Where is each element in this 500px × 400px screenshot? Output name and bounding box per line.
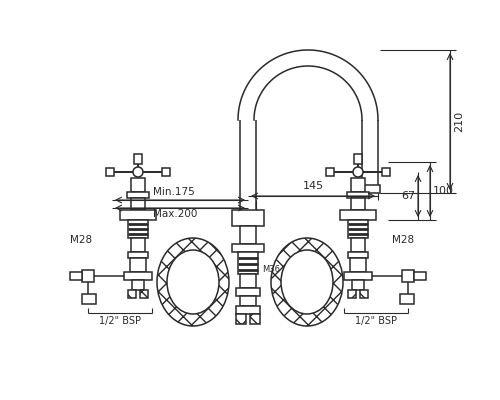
Bar xyxy=(414,272,426,280)
Text: 145: 145 xyxy=(302,181,324,191)
Bar xyxy=(140,290,148,298)
Ellipse shape xyxy=(281,250,333,314)
Bar xyxy=(128,290,136,298)
Bar xyxy=(131,178,145,192)
Bar xyxy=(131,198,145,210)
Bar xyxy=(128,252,148,258)
Text: 67: 67 xyxy=(401,191,415,201)
Circle shape xyxy=(353,167,363,177)
Text: 1/2" BSP: 1/2" BSP xyxy=(99,316,141,326)
Text: 210: 210 xyxy=(454,111,464,132)
Bar xyxy=(134,154,142,164)
Bar xyxy=(400,294,414,304)
Text: 100: 100 xyxy=(433,186,454,196)
Bar xyxy=(250,314,260,324)
Text: M36: M36 xyxy=(262,266,280,274)
Bar xyxy=(360,185,380,193)
Bar xyxy=(124,272,152,280)
Bar xyxy=(344,272,372,280)
Bar xyxy=(240,296,256,306)
Bar xyxy=(238,252,258,274)
Text: Min.175: Min.175 xyxy=(153,187,194,197)
Bar xyxy=(162,168,170,176)
Bar xyxy=(232,244,264,252)
Ellipse shape xyxy=(157,238,229,326)
Bar xyxy=(82,294,96,304)
Bar xyxy=(132,280,144,290)
Bar xyxy=(240,226,256,244)
Bar xyxy=(351,198,365,210)
Text: Max.200: Max.200 xyxy=(153,209,197,219)
Bar xyxy=(340,210,376,220)
Text: M28: M28 xyxy=(70,235,92,245)
Bar xyxy=(232,210,264,226)
Bar xyxy=(236,306,260,314)
Bar xyxy=(106,168,114,176)
Bar xyxy=(348,290,356,298)
Text: M28: M28 xyxy=(392,235,414,245)
Bar xyxy=(382,168,390,176)
Bar xyxy=(131,238,145,252)
Bar xyxy=(240,274,256,288)
Bar xyxy=(236,288,260,296)
Bar xyxy=(236,314,246,324)
Ellipse shape xyxy=(167,250,219,314)
Bar xyxy=(70,272,82,280)
Bar xyxy=(326,168,334,176)
Bar xyxy=(120,210,156,220)
Bar xyxy=(82,270,94,282)
Bar xyxy=(351,178,365,192)
Bar xyxy=(130,258,146,272)
Bar xyxy=(350,258,366,272)
Bar xyxy=(348,220,368,238)
Circle shape xyxy=(133,167,143,177)
Bar xyxy=(348,252,368,258)
Bar xyxy=(354,154,362,164)
Bar xyxy=(402,270,414,282)
Ellipse shape xyxy=(271,238,343,326)
Bar xyxy=(351,238,365,252)
Bar xyxy=(127,192,149,198)
Text: 1/2" BSP: 1/2" BSP xyxy=(355,316,397,326)
Bar xyxy=(347,192,369,198)
Bar xyxy=(360,290,368,298)
Bar xyxy=(352,280,364,290)
Bar xyxy=(128,220,148,238)
